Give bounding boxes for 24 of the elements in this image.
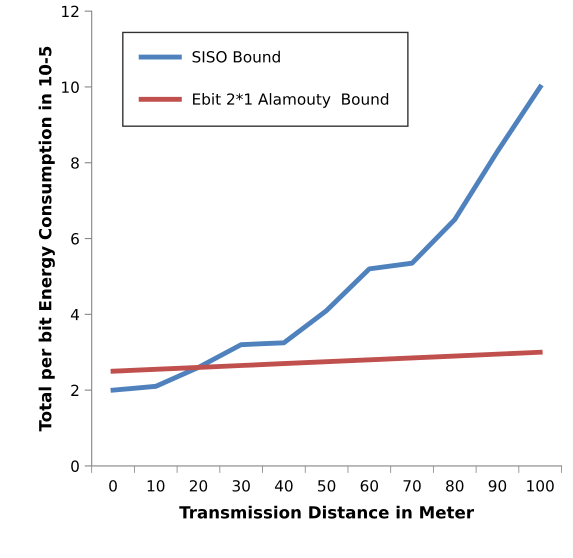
y-tick-label: 6 — [71, 233, 79, 245]
x-tick-label: 100 — [527, 480, 554, 492]
y-tick-label: 8 — [71, 157, 79, 169]
line-series — [110, 350, 543, 374]
y-tick-label: 0 — [71, 460, 79, 472]
y-tick-label: 10 — [62, 81, 79, 93]
y-tick-label: 12 — [62, 6, 78, 17]
y-tick-label: 4 — [70, 309, 80, 320]
x-tick-label: 30 — [232, 480, 250, 492]
legend-label: SISO Bound — [192, 50, 280, 63]
x-tick-label: 40 — [274, 480, 293, 492]
line-series — [110, 84, 543, 393]
x-tick-label: 0 — [109, 480, 117, 492]
x-axis-title: Transmission Distance in Meter — [179, 506, 474, 519]
legend-label: Ebit 2*1 Alamouty Bound — [193, 93, 388, 108]
x-tick-label: 70 — [404, 480, 421, 492]
x-tick-label: 20 — [190, 480, 208, 492]
x-tick-label: 50 — [318, 480, 336, 492]
x-tick-label: 10 — [148, 480, 164, 492]
y-tick-label: 2 — [71, 384, 78, 396]
x-tick-label: 60 — [360, 480, 378, 492]
y-axis-title: Total per bit Energy Consumption in 10-5 — [38, 46, 55, 432]
x-tick-label: 90 — [488, 480, 506, 492]
x-tick-label: 80 — [446, 480, 464, 492]
